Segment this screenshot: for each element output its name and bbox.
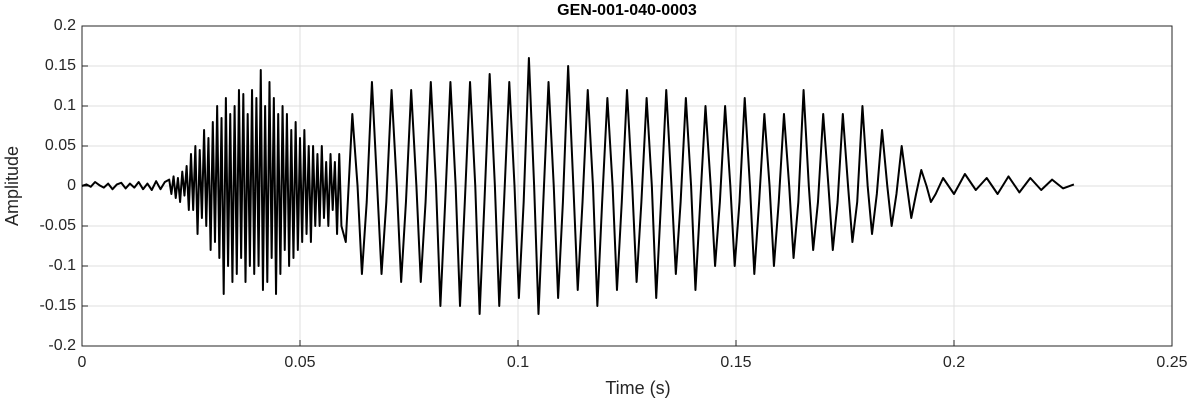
y-tick-label: -0.2 [48,337,76,354]
y-tick-label: -0.15 [40,297,77,314]
x-tick-label: 0 [78,354,87,371]
y-tick-label: 0.05 [45,137,76,154]
y-tick-label: 0 [67,177,76,194]
y-tick-label: 0.2 [54,17,76,34]
chart-title: GEN-001-040-0003 [557,2,697,19]
x-tick-label: 0.1 [507,354,529,371]
y-tick-label: -0.05 [40,217,77,234]
x-axis-label: Time (s) [605,378,670,398]
x-tick-label: 0.25 [1156,354,1187,371]
y-tick-label: 0.1 [54,97,76,114]
waveform-line [81,57,1075,315]
x-tick-label: 0.15 [720,354,751,371]
y-tick-label: -0.1 [48,257,76,274]
y-axis-label: Amplitude [2,146,22,226]
x-tick-label: 0.2 [943,354,965,371]
x-tick-label: 0.05 [284,354,315,371]
y-tick-label: 0.15 [45,57,76,74]
